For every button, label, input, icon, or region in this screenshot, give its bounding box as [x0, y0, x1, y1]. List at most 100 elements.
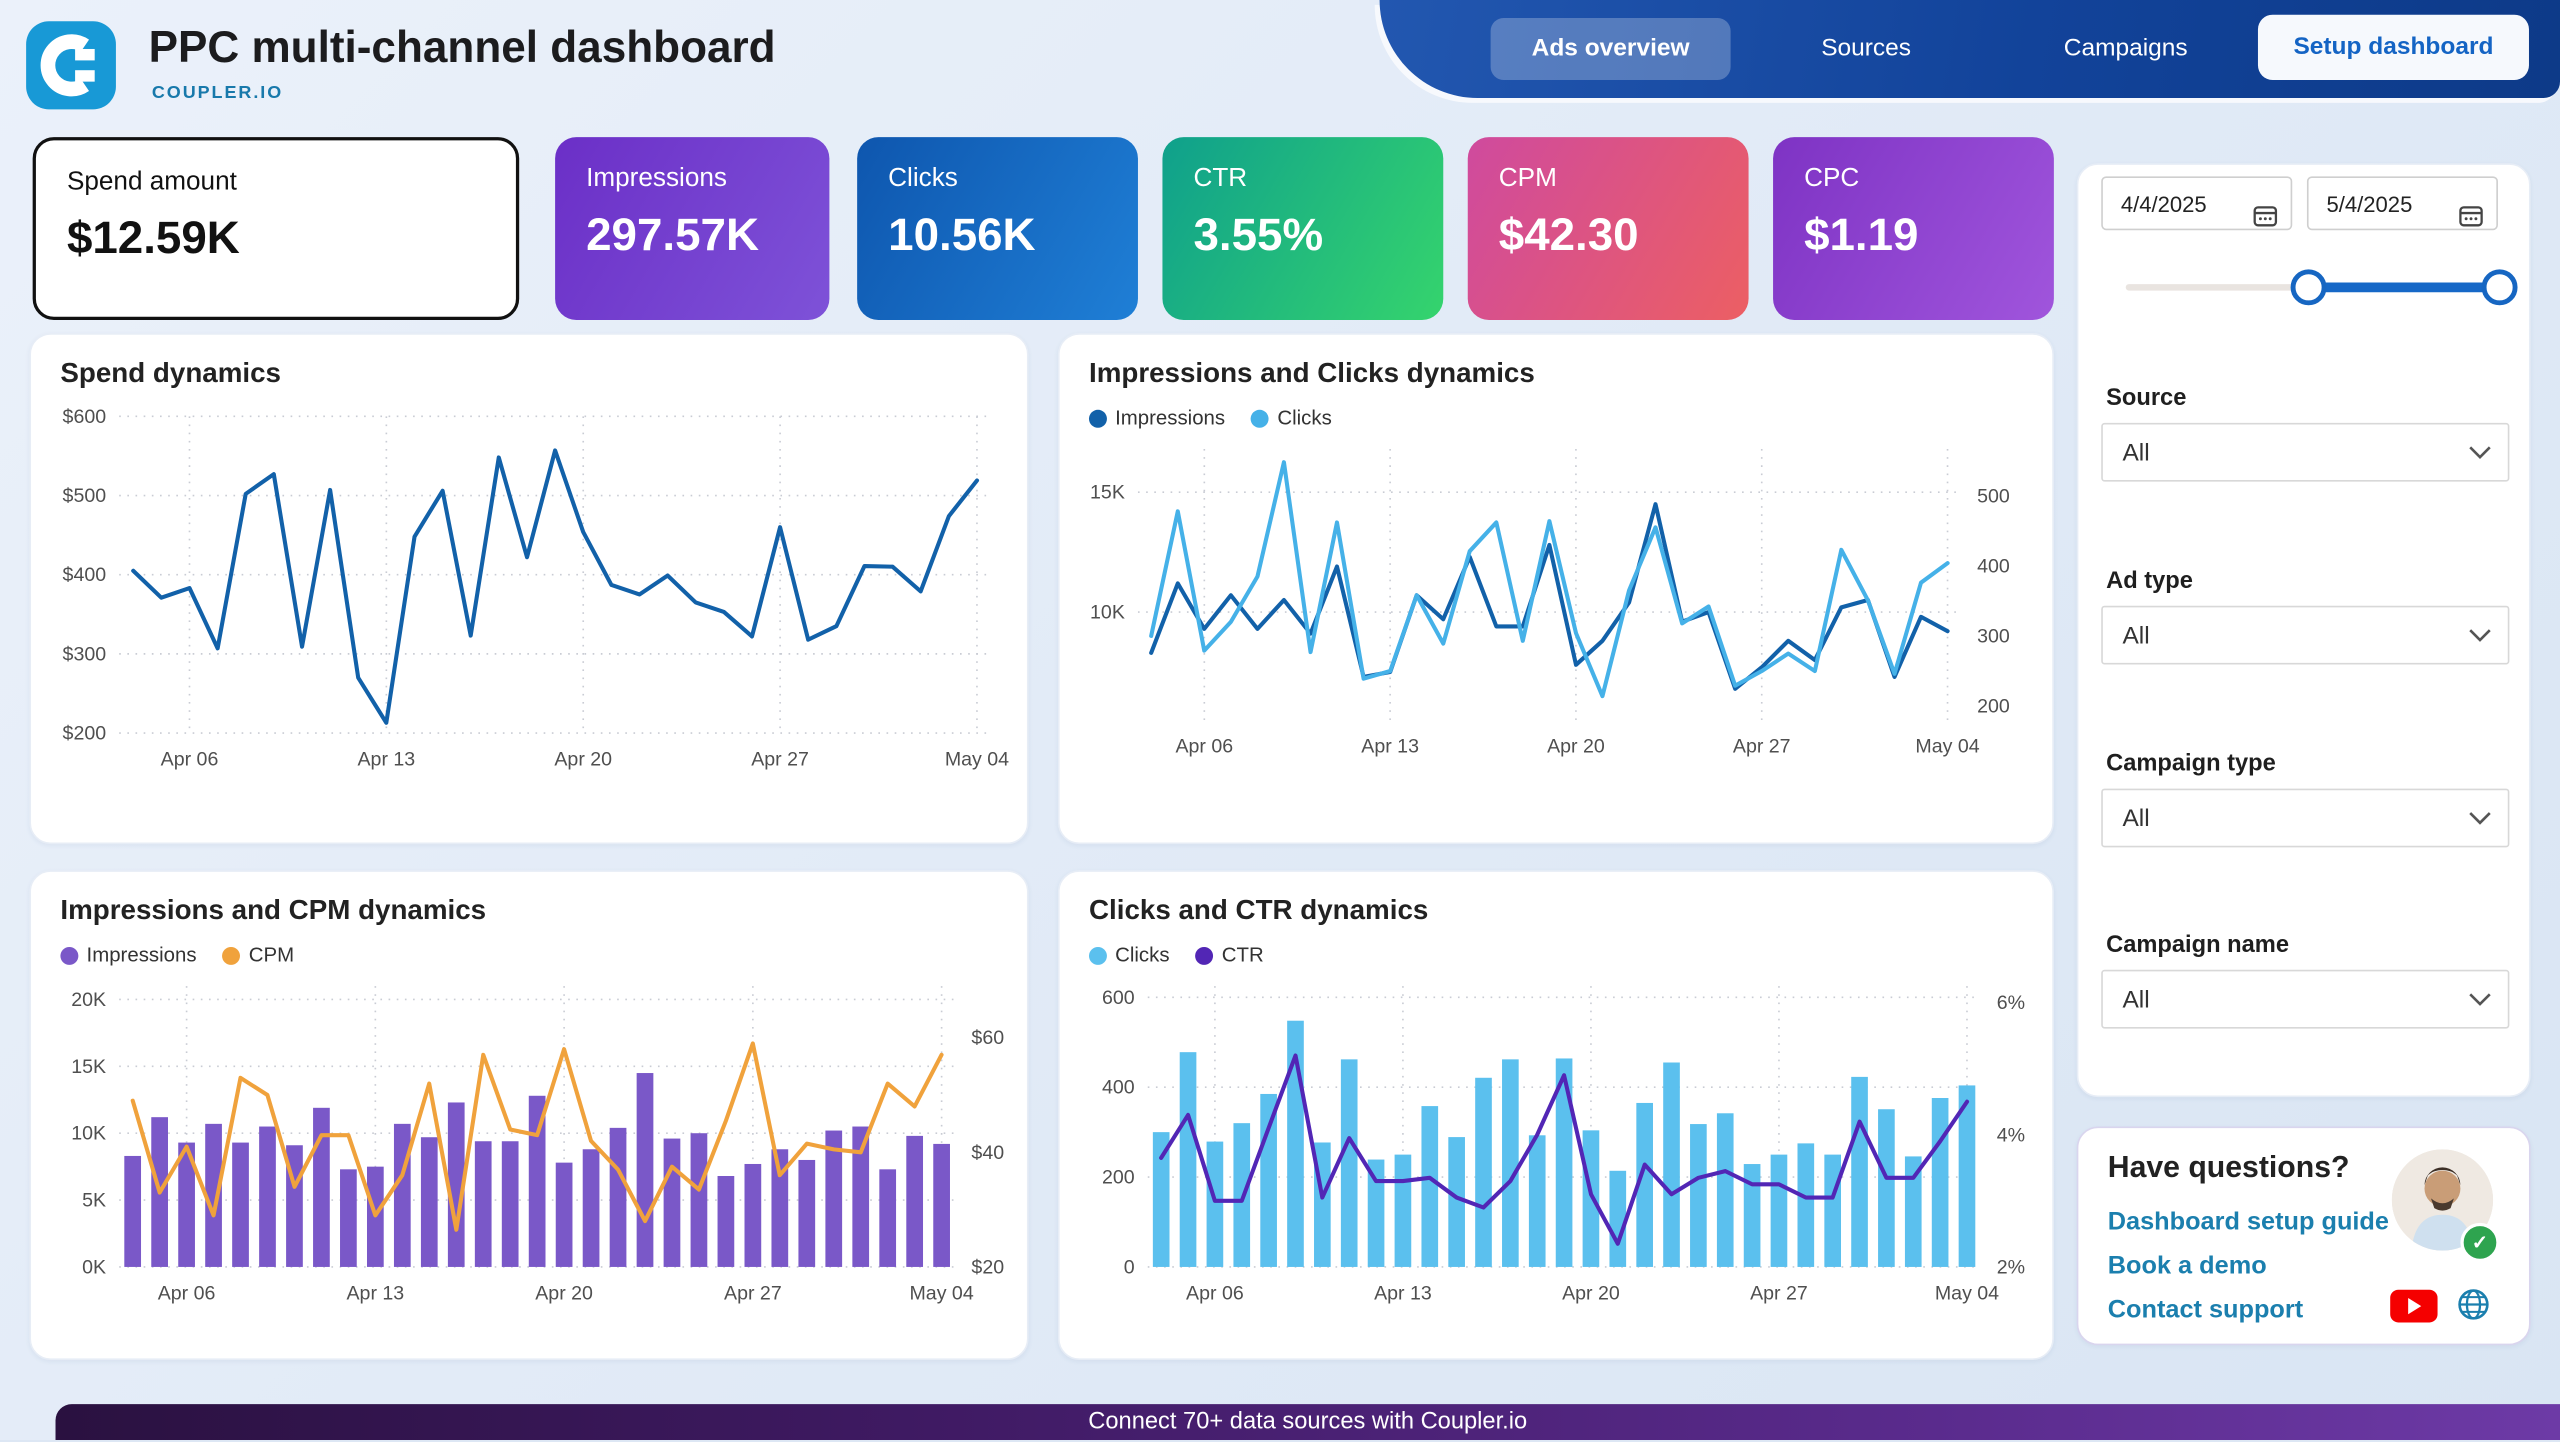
ad-type-filter-dropdown[interactable]: All [2101, 605, 2510, 665]
kpi-ctr: CTR 3.55% [1162, 137, 1444, 320]
legend-label: Impressions [86, 943, 197, 967]
date-slider-handle-right[interactable] [2481, 269, 2518, 306]
cpm-legend-dot [222, 946, 241, 965]
date-slider-track[interactable] [2125, 284, 2309, 291]
svg-text:Apr 20: Apr 20 [1562, 1283, 1620, 1305]
kpi-impressions: Impressions 297.57K [555, 137, 830, 320]
svg-text:10K: 10K [1090, 602, 1125, 624]
campaign-type-filter-dropdown[interactable]: All [2101, 788, 2510, 848]
svg-text:200: 200 [1102, 1167, 1135, 1189]
svg-text:500: 500 [1977, 485, 2010, 507]
end-date-value: 5/4/2025 [2326, 192, 2413, 218]
svg-text:May 04: May 04 [945, 749, 1009, 771]
kpi-clicks: Clicks 10.56K [857, 137, 1138, 320]
svg-text:600: 600 [1102, 987, 1135, 1009]
spend-dynamics-chart: $200 $300 $400 $500 $600 Apr 06 Apr 13 Apr 20 Ap… [31, 390, 1027, 801]
svg-text:Apr 20: Apr 20 [554, 749, 612, 771]
svg-text:Apr 13: Apr 13 [1374, 1283, 1432, 1305]
svg-text:4%: 4% [1997, 1124, 2025, 1146]
kpi-cpc: CPC $1.19 [1773, 137, 2054, 320]
chart-title: Clicks and CTR dynamics [1088, 894, 1429, 926]
impressions-legend-dot [1088, 408, 1107, 427]
dashboard-setup-guide-link[interactable]: Dashboard setup guide [2107, 1208, 2389, 1236]
source-filter-label: Source [2106, 385, 2187, 412]
svg-text:Apr 20: Apr 20 [1547, 736, 1605, 758]
spend-dynamics-chart-card: Spend dynamics $200 $300 $400 $500 $600 Apr 0… [29, 333, 1029, 845]
chart-legend: Clicks CTR [1088, 943, 2052, 967]
legend-label: Clicks [1115, 943, 1170, 967]
svg-text:0K: 0K [82, 1256, 106, 1278]
chevron-down-icon [2469, 629, 2491, 642]
chart-title: Impressions and CPM dynamics [60, 894, 487, 926]
kpi-value: $42.30 [1498, 208, 1639, 260]
svg-text:5K: 5K [82, 1190, 106, 1212]
date-slider-handle-left[interactable] [2290, 269, 2327, 306]
clicks-legend-dot [1088, 946, 1107, 965]
chevron-down-icon [2469, 993, 2491, 1006]
start-date-input[interactable]: 4/4/2025 [2101, 176, 2293, 231]
svg-text:May 04: May 04 [910, 1283, 974, 1305]
globe-icon[interactable] [2457, 1288, 2490, 1329]
campaign-name-filter-dropdown[interactable]: All [2101, 969, 2510, 1029]
svg-text:Apr 27: Apr 27 [1750, 1283, 1808, 1305]
svg-text:$200: $200 [63, 723, 107, 745]
ad-type-filter-value: All [2122, 622, 2150, 650]
svg-text:15K: 15K [1090, 482, 1125, 504]
svg-text:15K: 15K [71, 1056, 106, 1078]
svg-text:300: 300 [1977, 625, 2010, 647]
campaign-type-filter-label: Campaign type [2106, 751, 2276, 778]
tab-ads-overview[interactable]: Ads overview [1490, 17, 1731, 81]
footer-banner[interactable]: Connect 70+ data sources with Coupler.io [55, 1404, 2560, 1440]
kpi-label: Clicks [888, 164, 958, 193]
impressions-clicks-chart-card: Impressions and Clicks dynamics Impressi… [1057, 333, 2054, 845]
svg-text:2%: 2% [1997, 1256, 2025, 1278]
campaign-name-filter-value: All [2122, 986, 2150, 1014]
coupler-logo-icon [26, 21, 116, 110]
have-questions-title: Have questions? [2107, 1149, 2350, 1184]
contact-support-link[interactable]: Contact support [2107, 1296, 2304, 1325]
tab-campaigns[interactable]: Campaigns [2063, 34, 2188, 63]
end-date-input[interactable]: 5/4/2025 [2306, 176, 2498, 231]
svg-text:Apr 13: Apr 13 [1361, 736, 1419, 758]
campaign-name-filter-label: Campaign name [2106, 932, 2289, 959]
chevron-down-icon [2469, 812, 2491, 825]
svg-text:$20: $20 [971, 1256, 1004, 1278]
svg-text:Apr 27: Apr 27 [751, 749, 809, 771]
youtube-icon[interactable] [2390, 1289, 2438, 1323]
setup-dashboard-button[interactable]: Setup dashboard [2257, 14, 2529, 80]
impressions-cpm-chart-card: Impressions and CPM dynamics Impressions… [29, 870, 1029, 1360]
impressions-clicks-chart: 10K 15K Apr 06 Apr 13 Apr 20 Apr 27 May 04 200 3… [1060, 429, 2053, 785]
top-nav: Ads overview Sources Campaigns Setup das… [1379, 0, 2560, 98]
calendar-icon[interactable] [2253, 193, 2278, 247]
svg-text:$500: $500 [63, 485, 107, 507]
svg-text:$60: $60 [971, 1027, 1004, 1049]
source-filter-value: All [2122, 439, 2150, 467]
clicks-ctr-chart-card: Clicks and CTR dynamics Clicks CTR 0 200 4… [1057, 870, 2054, 1360]
svg-text:May 04: May 04 [1915, 736, 1979, 758]
svg-text:Apr 27: Apr 27 [724, 1283, 782, 1305]
svg-text:Apr 06: Apr 06 [161, 749, 219, 771]
chart-legend: Impressions Clicks [1088, 406, 2052, 430]
impressions-legend-dot [60, 946, 79, 965]
kpi-label: Spend amount [66, 168, 237, 196]
kpi-label: CPM [1498, 164, 1557, 193]
legend-label: CTR [1221, 943, 1264, 967]
svg-text:$40: $40 [971, 1142, 1004, 1164]
svg-text:20K: 20K [71, 989, 106, 1011]
page-title: PPC multi-channel dashboard [148, 22, 776, 72]
online-check-icon: ✓ [2460, 1222, 2500, 1263]
svg-text:$400: $400 [63, 564, 107, 586]
chart-title: Impressions and Clicks dynamics [1088, 357, 1535, 389]
calendar-icon[interactable] [2459, 193, 2483, 247]
source-filter-dropdown[interactable]: All [2101, 422, 2510, 482]
campaign-type-filter-value: All [2122, 804, 2150, 833]
brand-label: COUPLER.IO [151, 83, 284, 103]
kpi-label: Impressions [586, 164, 727, 193]
book-a-demo-link[interactable]: Book a demo [2107, 1252, 2267, 1280]
filter-panel: 4/4/2025 5/4/2025 Source All Ad type All… [2076, 163, 2531, 1098]
tab-sources[interactable]: Sources [1821, 34, 1912, 63]
legend-label: Clicks [1277, 406, 1332, 430]
ctr-legend-dot [1195, 946, 1214, 965]
date-slider-range[interactable] [2306, 282, 2498, 293]
kpi-cpm: CPM $42.30 [1467, 137, 1749, 320]
